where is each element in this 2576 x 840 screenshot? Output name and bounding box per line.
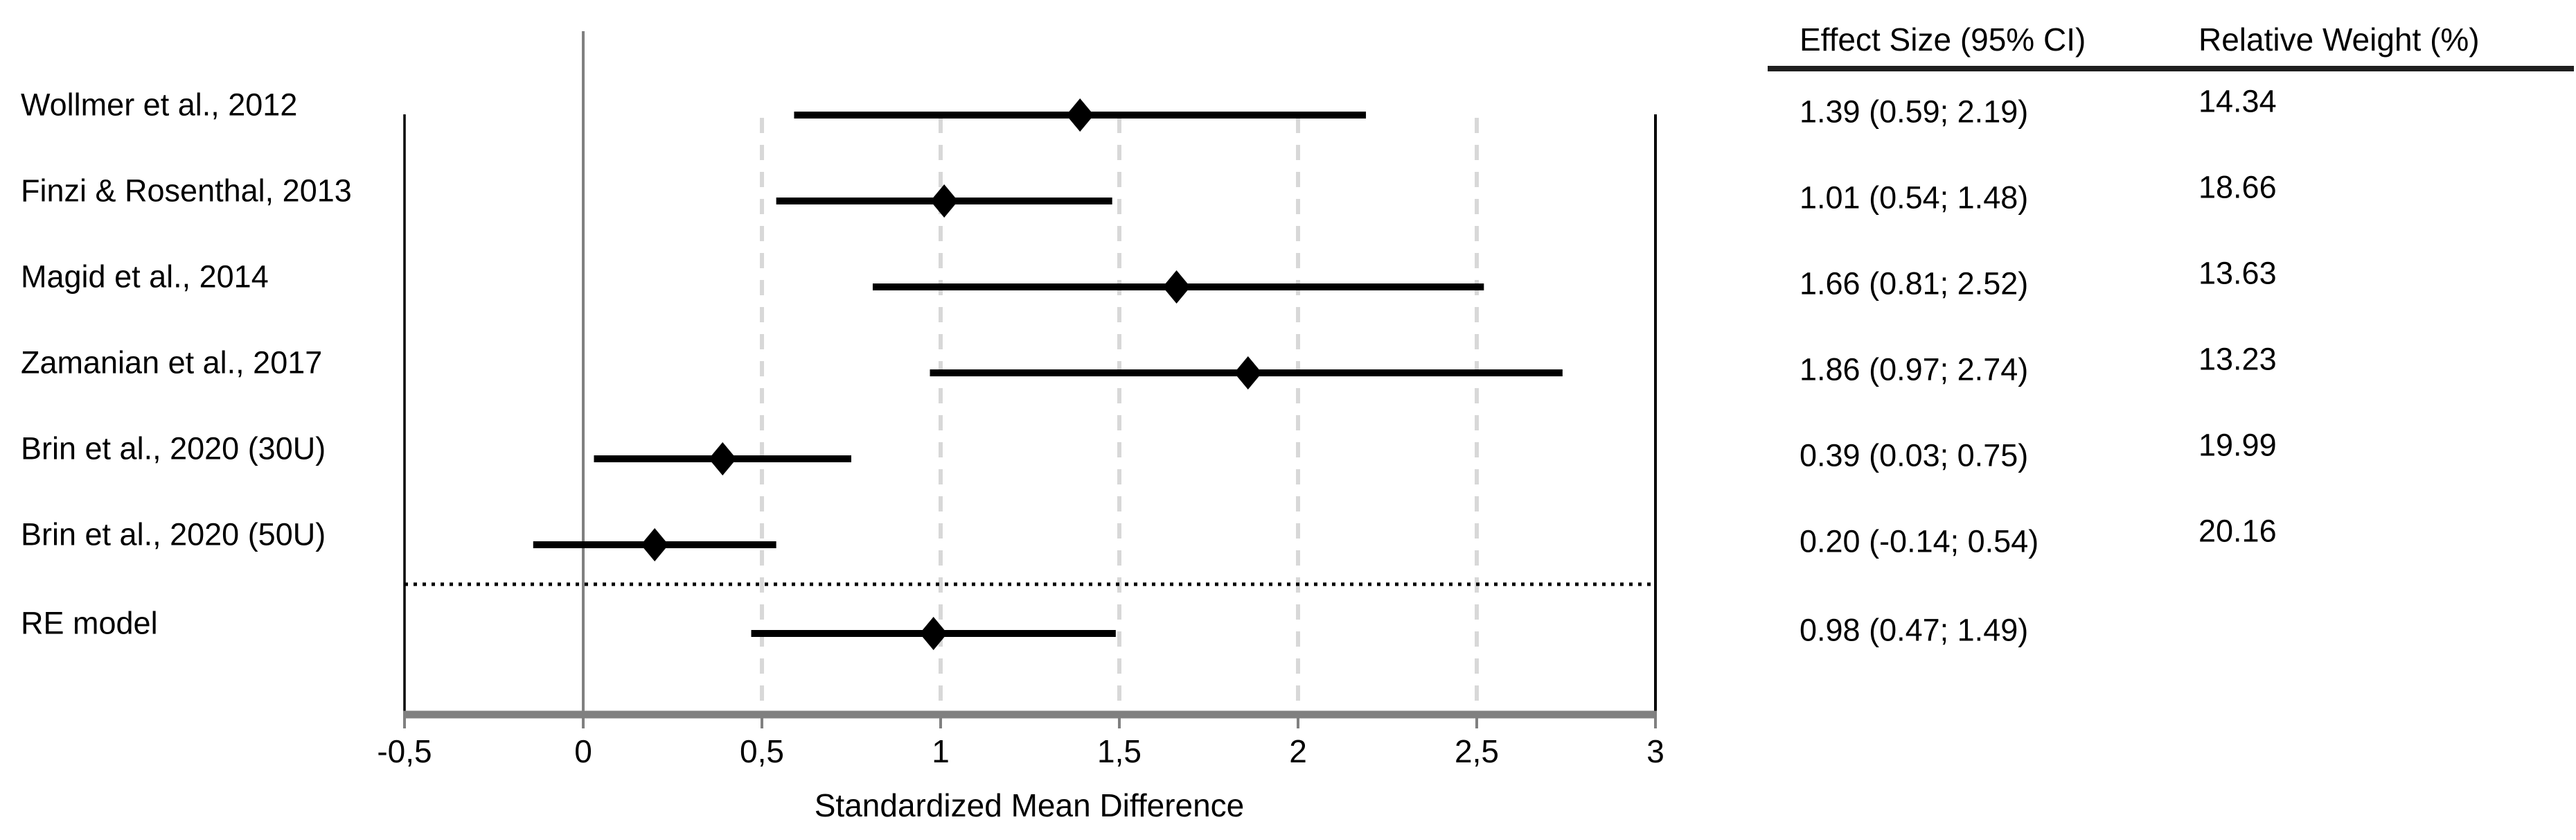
- effect-diamond: [1162, 270, 1191, 304]
- effect-diamond: [641, 528, 669, 561]
- effect-size-value: 0.98 (0.47; 1.49): [1800, 613, 2028, 648]
- summary-effect-diamond: [919, 617, 948, 650]
- relative-weight-value: 20.16: [2199, 514, 2277, 549]
- relative-weight-value: 14.34: [2199, 84, 2277, 119]
- effect-size-column-header: Effect Size (95% CI): [1800, 21, 2086, 58]
- effect-size-value: 1.66 (0.81; 2.52): [1800, 266, 2028, 301]
- x-axis-tick-label: 2,5: [1455, 733, 1499, 769]
- x-axis-title: Standardized Mean Difference: [815, 787, 1245, 823]
- x-axis-tick-label: 0,5: [740, 733, 784, 769]
- study-label: Zamanian et al., 2017: [21, 345, 322, 380]
- effect-size-value: 1.01 (0.54; 1.48): [1800, 180, 2028, 216]
- effect-size-value: 0.39 (0.03; 0.75): [1800, 438, 2028, 473]
- x-axis-tick-label: 1: [932, 733, 950, 769]
- study-label: Brin et al., 2020 (30U): [21, 431, 326, 466]
- table-header-rule: [1768, 66, 2574, 71]
- relative-weight-value: 19.99: [2199, 428, 2277, 463]
- x-axis-tick-label: 3: [1646, 733, 1664, 769]
- study-label: Brin et al., 2020 (50U): [21, 517, 326, 552]
- relative-weight-value: 13.63: [2199, 256, 2277, 291]
- relative-weight-value: 18.66: [2199, 170, 2277, 205]
- summary-label: RE model: [21, 606, 158, 641]
- study-label: Magid et al., 2014: [21, 259, 269, 295]
- chart-root: -0,5 0 0,5 1 1,5 2 2,5 3 Wollmer et al., 2012 1.3…: [21, 31, 2277, 769]
- effect-size-value: 1.86 (0.97; 2.74): [1800, 352, 2028, 387]
- study-label: Finzi & Rosenthal, 2013: [21, 173, 352, 209]
- effect-diamond: [709, 442, 737, 475]
- relative-weight-value: 13.23: [2199, 342, 2277, 377]
- effect-diamond: [1066, 98, 1094, 132]
- x-axis-tick-label: 2: [1289, 733, 1307, 769]
- x-axis-tick-label: 0: [574, 733, 592, 769]
- study-label: Wollmer et al., 2012: [21, 87, 297, 123]
- effect-diamond: [930, 184, 959, 218]
- effect-size-value: 1.39 (0.59; 2.19): [1800, 94, 2028, 130]
- weight-column-header: Relative Weight (%): [2199, 21, 2480, 58]
- x-axis-tick-label: 1,5: [1097, 733, 1142, 769]
- effect-diamond: [1234, 356, 1262, 390]
- effect-size-value: 0.20 (-0.14; 0.54): [1800, 524, 2038, 559]
- x-axis-tick-label: -0,5: [377, 733, 432, 769]
